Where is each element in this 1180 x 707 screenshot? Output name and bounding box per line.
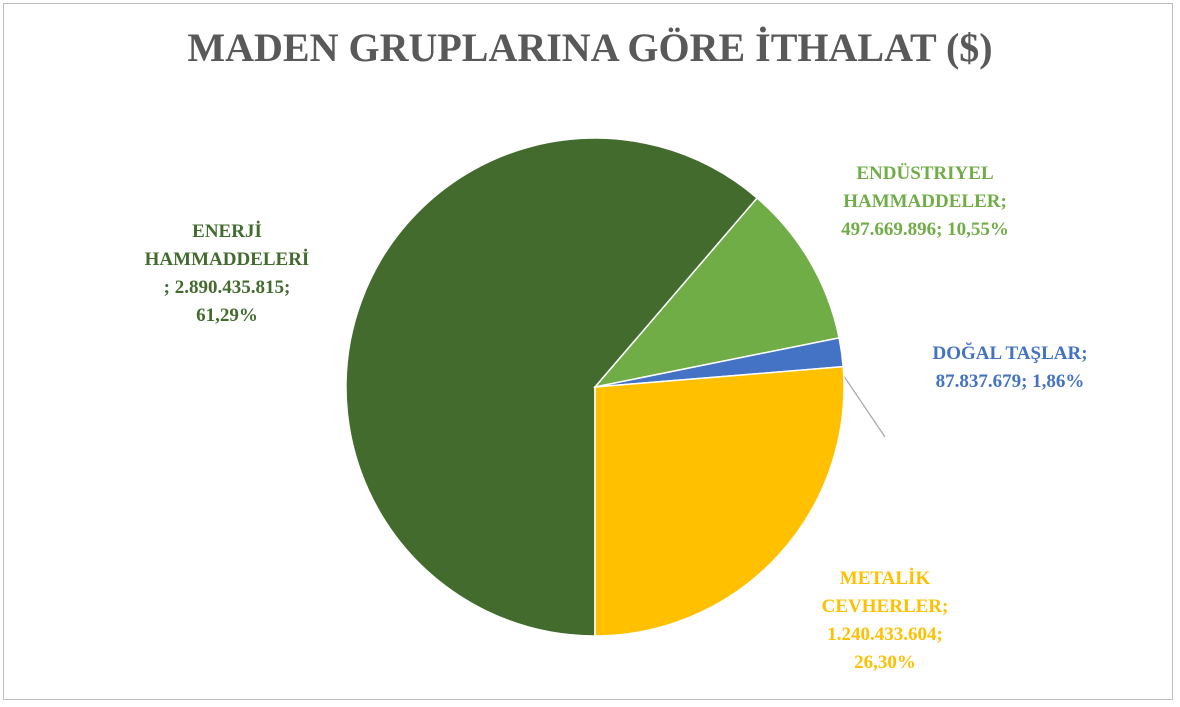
- chart-border: [3, 3, 1173, 700]
- label-part: 497.669.896: [841, 219, 937, 240]
- label-part: ENDÜSTRIYEL HAMMADDELER: [843, 163, 1001, 212]
- label-part: ;: [942, 596, 949, 617]
- label-part: 61,29%: [196, 305, 258, 326]
- label-part: 1.240.433.604: [827, 624, 937, 645]
- label-part: ;: [284, 277, 291, 298]
- pie-slice: [593, 196, 840, 389]
- label-part: ;: [1021, 371, 1033, 392]
- label-part: 26,30%: [854, 652, 916, 673]
- label-part: 87.837.679: [935, 371, 1022, 392]
- label-part: ;: [936, 219, 948, 240]
- label-part: ;: [163, 277, 175, 298]
- label-part: ;: [936, 624, 943, 645]
- label-part: 1,86%: [1032, 371, 1085, 392]
- label-part: ;: [1081, 343, 1088, 364]
- label-part: METALİK CEVHERLER: [821, 568, 943, 617]
- data-label: ENDÜSTRIYEL HAMMADDELER; 497.669.896; 10…: [830, 160, 1020, 244]
- chart-title: MADEN GRUPLARINA GÖRE İTHALAT ($): [187, 25, 993, 70]
- label-part: DOĞAL TAŞLAR: [932, 343, 1082, 364]
- data-label: METALİK CEVHERLER; 1.240.433.604; 26,30%: [810, 565, 960, 677]
- pie-slice: [345, 137, 759, 637]
- label-part: ENERJİ HAMMADDELERİ: [144, 221, 310, 270]
- pie-slice: [594, 365, 845, 637]
- data-label: DOĞAL TAŞLAR; 87.837.679; 1,86%: [923, 340, 1098, 396]
- data-label: ENERJİ HAMMADDELERİ; 2.890.435.815; 61,2…: [142, 218, 312, 330]
- label-part: 10,55%: [947, 219, 1009, 240]
- label-part: ;: [1000, 191, 1007, 212]
- label-part: 2.890.435.815: [174, 277, 284, 298]
